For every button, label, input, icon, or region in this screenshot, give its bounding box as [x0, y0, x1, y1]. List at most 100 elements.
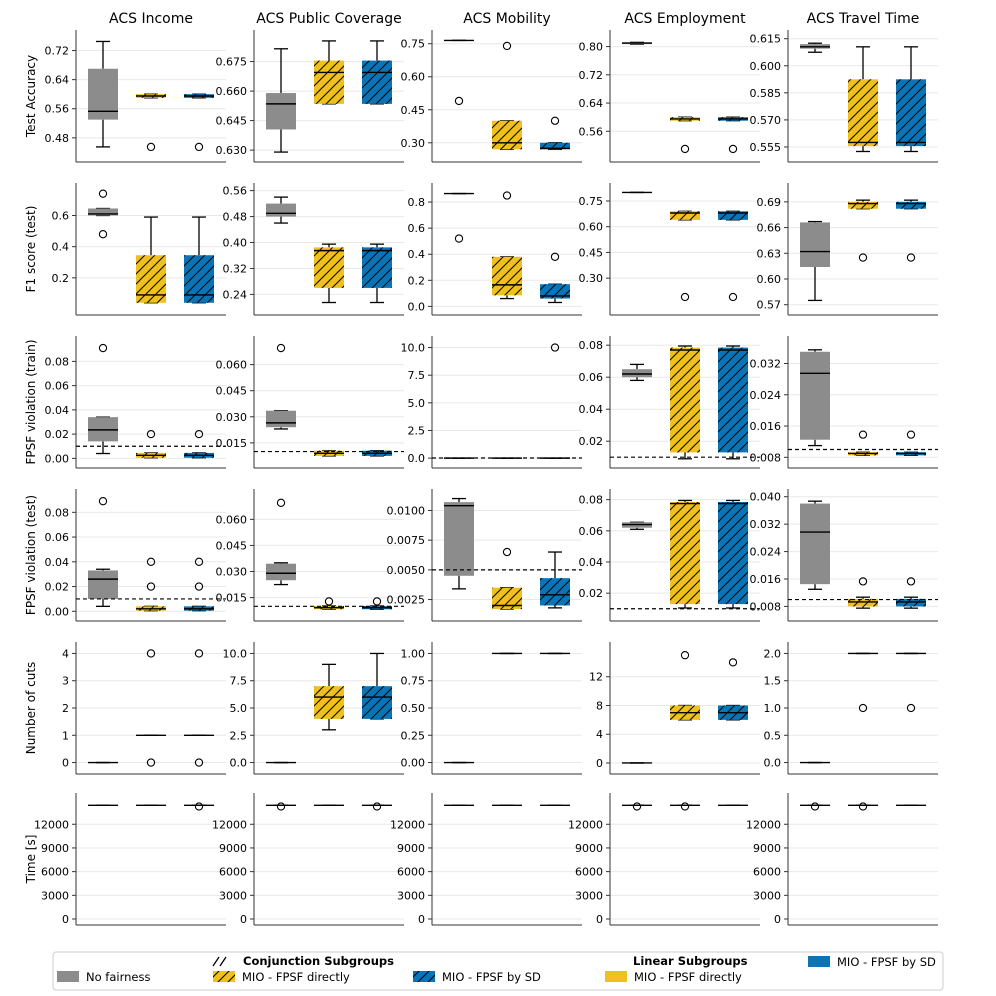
box-body: [88, 68, 118, 120]
box-fpsf-directly: [670, 499, 700, 609]
y-tick-label: 0.615: [750, 33, 782, 46]
panel-r3-c3: 0.02 0.04 0.06 0.08: [579, 489, 760, 622]
box-fpsf-by-sd: [896, 577, 926, 609]
legend-swatch-no-fairness: [57, 971, 79, 982]
box-fpsf-by-sd: [540, 551, 570, 609]
y-tick-label: 0.48: [223, 211, 248, 224]
box-no-fairness: [800, 802, 830, 811]
y-tick-label: 0.08: [579, 339, 604, 352]
box-fpsf-directly: [848, 652, 878, 713]
y-tick-label: 0.6: [52, 209, 70, 222]
y-tick-label: 2.5: [408, 424, 426, 437]
panel-r2-c4: 0.008 0.016 0.024 0.032: [750, 336, 938, 469]
panel-r4-c2: 0.00 0.25 0.50 0.75 1.00: [401, 642, 582, 775]
outlier-point: [194, 649, 204, 658]
box-fpsf-by-sd: [718, 210, 748, 302]
box-fpsf-directly: [492, 547, 522, 610]
box-no-fairness: [622, 802, 652, 811]
box-fpsf-directly: [848, 577, 878, 609]
y-tick-label: 0.015: [216, 437, 248, 450]
outlier-point: [324, 597, 334, 606]
y-tick-label: 0.016: [750, 420, 782, 433]
box-fpsf-by-sd: [184, 557, 214, 612]
box-body: [800, 222, 830, 267]
y-tick-label: 0.040: [750, 491, 782, 504]
y-tick-label: 12000: [390, 818, 425, 831]
y-tick-label: 10.0: [401, 342, 426, 355]
y-tick-label: 0.08: [45, 355, 70, 368]
y-tick-label: 4: [596, 728, 603, 741]
y-tick-label: 0.008: [750, 451, 782, 464]
outlier-point: [858, 430, 868, 439]
outlier-point: [372, 802, 382, 811]
box-fpsf-by-sd: [718, 345, 748, 460]
box-fpsf-directly: [314, 243, 344, 304]
column-title-acs-public-coverage: ACS Public Coverage: [256, 11, 401, 27]
box-no-fairness: [622, 363, 652, 382]
y-tick-label: 0.56: [579, 125, 604, 138]
outlier-point: [276, 498, 286, 507]
y-tick-label: 0.60: [401, 71, 426, 84]
box-fpsf-by-sd: [896, 430, 926, 457]
outlier-point: [454, 234, 464, 243]
y-tick-label: 0: [240, 913, 247, 926]
y-tick-label: 9000: [753, 842, 781, 855]
outlier-point: [146, 758, 156, 767]
legend-label-lin-directly: MIO - FPSF directly: [634, 970, 742, 984]
legend-label-conj-directly: MIO - FPSF directly: [242, 970, 350, 984]
y-tick-label: 3000: [41, 889, 69, 902]
outlier-point: [550, 116, 560, 125]
y-tick-label: 0.015: [216, 592, 248, 605]
box-fpsf-directly: [136, 429, 166, 459]
legend-swatch-conj-directly-hatch: [213, 971, 235, 982]
box-fpsf-directly: [670, 345, 700, 460]
box-hatch: [896, 79, 926, 147]
y-tick-label: 10.0: [223, 647, 248, 660]
y-tick-label: 0.4: [408, 248, 426, 261]
panel-r5-c2: 0 3000 6000 9000 12000: [390, 793, 582, 926]
y-tick-label: 0.66: [757, 222, 782, 235]
y-tick-label: 0.045: [216, 539, 248, 552]
y-tick-label: 0.08: [45, 506, 70, 519]
outlier-point: [858, 802, 868, 811]
y-tick-label: 0.04: [579, 556, 604, 569]
box-hatch: [670, 211, 700, 220]
y-tick-label: 0.8: [408, 196, 426, 209]
box-body: [444, 502, 474, 576]
box-fpsf-by-sd: [896, 199, 926, 262]
box-fpsf-directly: [136, 649, 166, 767]
y-tick-label: 0: [774, 913, 781, 926]
outlier-point: [550, 343, 560, 352]
panel-r2-c3: 0.02 0.04 0.06 0.08: [579, 336, 760, 469]
box-fpsf-directly: [670, 802, 700, 811]
box-fpsf-by-sd: [718, 116, 748, 154]
y-tick-label: 0.024: [750, 546, 782, 559]
outlier-point: [276, 802, 286, 811]
y-tick-label: 3: [62, 675, 69, 688]
box-hatch: [848, 201, 878, 209]
y-tick-label: 6000: [219, 866, 247, 879]
box-hatch: [718, 211, 748, 220]
box-no-fairness: [800, 500, 830, 590]
outlier-point: [858, 577, 868, 586]
panel-r0-c3: 0.56 0.64 0.72 0.80: [579, 30, 760, 163]
panel-r5-c1: 0 3000 6000 9000 12000: [212, 793, 404, 926]
y-tick-label: 0.2: [408, 274, 426, 287]
panel-r0-c0: 0.48 0.56 0.64 0.72: [45, 30, 226, 163]
outlier-point: [98, 230, 108, 239]
box-no-fairness: [444, 497, 474, 590]
y-tick-label: 0.6: [408, 222, 426, 235]
y-tick-label: 0.60: [757, 273, 782, 286]
outlier-point: [858, 253, 868, 262]
panel-r3-c1: 0.015 0.030 0.045 0.060: [216, 489, 404, 622]
box-fpsf-directly: [314, 597, 344, 610]
y-tick-label: 0.72: [579, 69, 604, 82]
box-no-fairness: [800, 42, 830, 53]
outlier-point: [680, 144, 690, 154]
y-tick-label: 0.0: [764, 757, 782, 770]
panel-r0-c1: 0.630 0.645 0.660 0.675: [216, 30, 404, 163]
box-hatch: [492, 256, 522, 296]
column-title-acs-mobility: ACS Mobility: [463, 11, 550, 27]
panel-r3-c0: 0.00 0.02 0.04 0.06 0.08: [45, 489, 226, 622]
legend-label-no-fairness: No fairness: [86, 970, 150, 984]
